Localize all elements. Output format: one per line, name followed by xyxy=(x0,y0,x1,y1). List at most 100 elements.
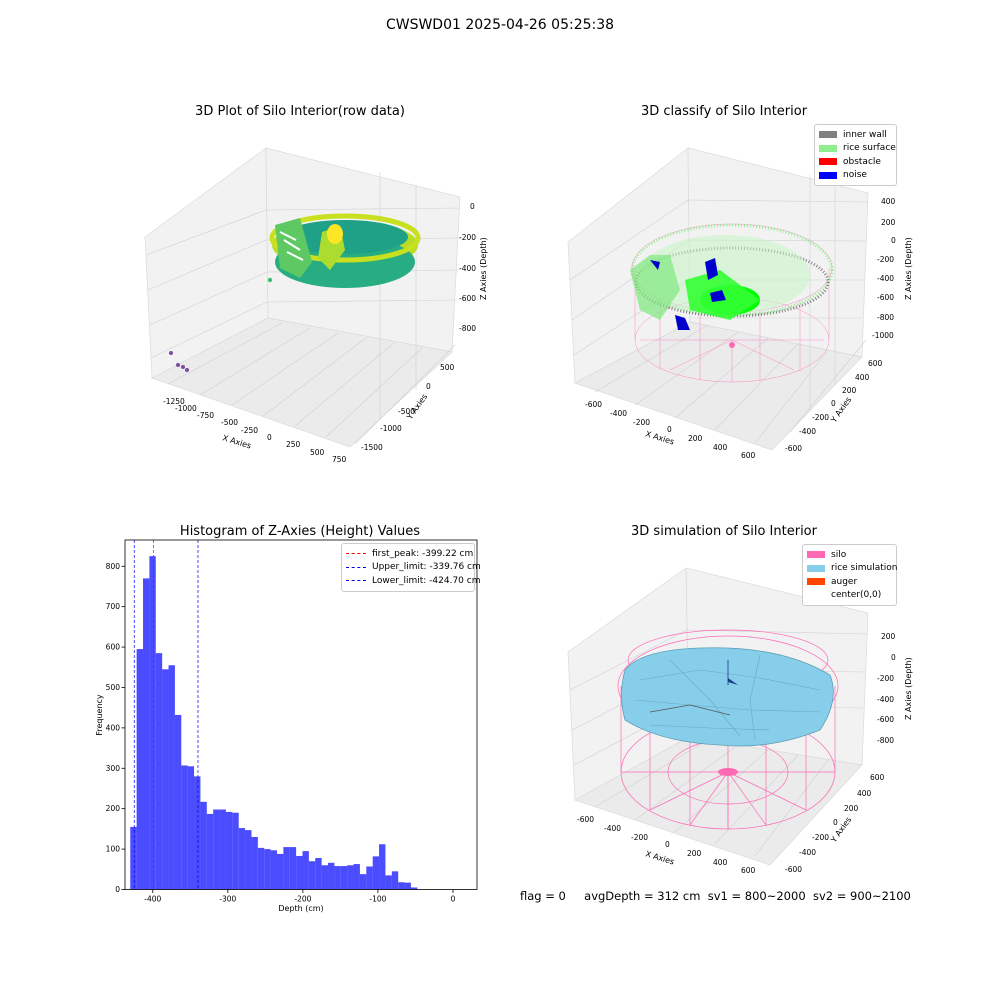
p2-xtick: -400 xyxy=(610,409,627,418)
plot1-points xyxy=(169,213,421,372)
x-tick-label: -100 xyxy=(369,895,386,904)
p1-xtick: 250 xyxy=(286,440,301,449)
p4-xtick: 200 xyxy=(687,849,702,858)
legend-label: auger xyxy=(831,576,858,587)
p4-xtick: -200 xyxy=(631,833,648,842)
histogram-bar xyxy=(251,836,258,890)
histogram-legend: first_peak: -399.22 cm Upper_limit: -339… xyxy=(341,543,481,592)
histogram-bar xyxy=(194,776,201,890)
p1-ztick: -400 xyxy=(459,264,476,273)
plot1-panes xyxy=(144,147,461,448)
histogram-bar xyxy=(328,862,335,890)
p4-xtick: 600 xyxy=(741,866,756,875)
histogram-bar xyxy=(321,865,329,890)
legend-label: silo xyxy=(831,549,847,560)
histogram-bar xyxy=(366,866,373,890)
histogram-bar xyxy=(379,844,386,890)
legend-label: center(0,0) xyxy=(831,590,882,601)
p1-xtick: -750 xyxy=(197,411,214,420)
legend-label: Lower_limit: -424.70 cm xyxy=(372,575,481,586)
histogram-bar xyxy=(219,809,226,890)
legend-label: first_peak: -399.22 cm xyxy=(372,548,474,559)
histogram-chart: -400 -300 -200 -100 0 0 100 200 300 400 500 600 700… xyxy=(95,539,478,913)
x-tick-label: -200 xyxy=(294,895,311,904)
plot4-legend: silo rice simulation auger center(0,0) xyxy=(802,544,897,606)
p2-xtick: 0 xyxy=(667,425,672,434)
legend-swatch xyxy=(819,144,837,152)
legend-item-upper-limit: Upper_limit: -339.76 cm xyxy=(346,561,481,575)
p1-ytick: 0 xyxy=(426,382,431,391)
p2-ztick: 400 xyxy=(881,197,896,206)
plot2-yticks: 600 400 200 0 -200 -400 -600 xyxy=(785,359,883,453)
plot4-rice-surface xyxy=(621,647,834,776)
status-sv2: sv2 = 900~2100 xyxy=(812,889,911,903)
legend-swatch xyxy=(819,131,837,139)
p1-ztick: -200 xyxy=(459,233,476,242)
histogram-bar xyxy=(391,871,399,890)
p2-xtick: -200 xyxy=(633,418,650,427)
x-tick-label: 0 xyxy=(451,895,456,904)
y-tick-label: 100 xyxy=(106,845,121,854)
histogram-bar xyxy=(200,801,207,890)
p2-ytick: 600 xyxy=(868,359,883,368)
legend-item-rice-simulation: rice simulation xyxy=(807,562,897,576)
p4-ztick: -800 xyxy=(877,736,894,745)
histogram-bar xyxy=(283,847,290,890)
p2-xtick: 600 xyxy=(741,451,756,460)
p1-xtick: -1000 xyxy=(175,404,197,413)
p1-xlabel: X Axies xyxy=(221,433,252,450)
plot1-title: 3D Plot of Silo Interior(row data) xyxy=(195,104,405,119)
p1-xtick: 0 xyxy=(267,433,272,442)
legend-swatch xyxy=(807,551,825,559)
histogram-bar xyxy=(136,649,144,890)
histogram-bar xyxy=(238,828,246,890)
p4-zlabel: Z Axies (Depth) xyxy=(904,657,913,720)
histogram-bar xyxy=(353,864,360,890)
p2-ztick: 0 xyxy=(891,236,896,245)
p2-xtick: 400 xyxy=(713,443,728,452)
histogram-bar xyxy=(143,578,150,890)
plot4-title: 3D simulation of Silo Interior xyxy=(631,524,817,539)
histogram-bar xyxy=(257,847,265,890)
legend-item-center: center(0,0) xyxy=(807,589,892,603)
p2-xtick: -600 xyxy=(585,400,602,409)
y-tick-label: 0 xyxy=(115,885,120,894)
hist-ylabel: Frequency xyxy=(95,694,104,736)
hist-title: Histogram of Z-Axies (Height) Values xyxy=(179,524,421,539)
histogram-bar xyxy=(296,855,303,890)
p1-xtick: -500 xyxy=(221,418,238,427)
p1-xtick: 500 xyxy=(310,448,325,457)
p2-xtick: 200 xyxy=(688,434,703,443)
p1-zlabel: Z Axies (Depth) xyxy=(479,237,488,300)
y-tick-label: 400 xyxy=(106,723,121,732)
histogram-bar xyxy=(149,556,156,890)
legend-swatch xyxy=(819,171,837,179)
legend-swatch xyxy=(819,158,837,166)
p2-ytick: -600 xyxy=(785,444,802,453)
histogram-frame xyxy=(124,539,478,890)
p1-xtick: -1250 xyxy=(163,397,185,406)
plot2-xticks: -600 -400 -200 0 200 400 600 xyxy=(585,400,756,460)
plot1-xticks: -1250 -1000 -750 -500 -250 0 250 500 750 xyxy=(163,397,347,464)
plot1-yticks: 500 0 -500 -1000 -1500 xyxy=(361,363,455,452)
p2-ytick: -400 xyxy=(799,427,816,436)
plot2-title: 3D classify of Silo Interior xyxy=(640,104,808,119)
histogram-bar xyxy=(174,714,182,890)
legend-label: rice simulation xyxy=(831,563,898,574)
histogram-bar xyxy=(334,866,341,890)
histogram-bar xyxy=(225,811,233,890)
histogram-bar xyxy=(245,830,252,890)
legend-item-first-peak: first_peak: -399.22 cm xyxy=(346,547,474,561)
p4-ytick: -400 xyxy=(799,848,816,857)
plot4-grid xyxy=(569,629,869,857)
status-line: flag = 0 avgDepth = 312 cm sv1 = 800~200… xyxy=(520,889,911,903)
legend-item-obstacle: obstacle xyxy=(819,155,892,169)
plot1-grid xyxy=(145,172,461,445)
x-tick-label: -400 xyxy=(144,895,161,904)
histogram-bar xyxy=(276,853,284,890)
figure-title: CWSWD01 2025-04-26 05:25:38 xyxy=(385,17,615,33)
plot4-yticks: 600 400 200 0 -200 -400 -600 xyxy=(785,773,885,874)
histogram-bars xyxy=(130,556,418,890)
plot1-zticks: 0 -200 -400 -600 -800 xyxy=(459,202,476,333)
histogram-bar xyxy=(206,813,214,890)
